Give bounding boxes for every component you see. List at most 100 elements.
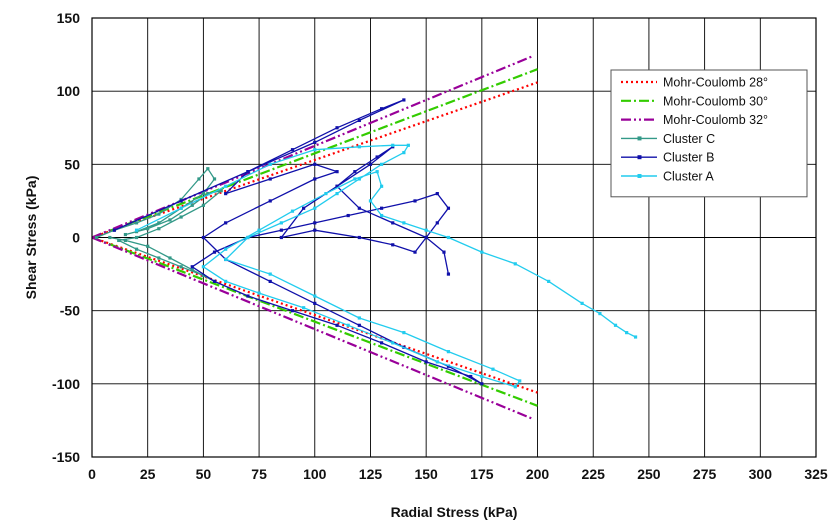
- data-point-cluster-a: [380, 162, 384, 166]
- legend-item: Mohr-Coulomb 32°: [621, 113, 768, 127]
- cluster-paths: [94, 98, 638, 389]
- data-point-cluster-b: [313, 228, 317, 232]
- data-point-cluster-c: [157, 221, 161, 225]
- data-point-cluster-a: [435, 360, 439, 364]
- legend-label: Cluster B: [663, 151, 714, 165]
- data-point-cluster-b: [424, 235, 428, 240]
- data-point-cluster-b: [375, 155, 379, 159]
- data-point-cluster-c: [201, 203, 205, 207]
- data-point-cluster-b: [391, 243, 395, 247]
- data-point-cluster-b: [335, 184, 339, 188]
- data-point-cluster-a: [480, 374, 484, 379]
- x-tick-label: 300: [749, 466, 773, 482]
- data-point-cluster-b: [413, 250, 417, 254]
- data-point-cluster-b: [279, 228, 283, 232]
- series-line-cluster-a: [136, 144, 636, 388]
- data-point-cluster-c: [157, 227, 161, 231]
- data-point-cluster-a: [391, 143, 395, 147]
- legend-item: Cluster C: [621, 132, 715, 146]
- data-point-cluster-c: [108, 235, 112, 240]
- data-point-cluster-a: [224, 247, 228, 251]
- data-point-cluster-a: [134, 228, 139, 232]
- data-point-cluster-a: [179, 206, 183, 210]
- tick-labels: 0 25 50 75 100 125 150 175 200 225 250 275 300 325 150…: [52, 10, 828, 482]
- data-point-cluster-b: [446, 272, 451, 276]
- data-point-cluster-a: [518, 379, 522, 383]
- legend-marker: [637, 155, 642, 160]
- legend-label: Cluster A: [663, 170, 714, 184]
- data-point-cluster-a: [246, 235, 250, 240]
- legend-marker: [637, 136, 642, 141]
- data-point-cluster-a: [357, 316, 361, 320]
- legend-item: Cluster B: [621, 151, 714, 165]
- plot-frame: [91, 17, 817, 458]
- data-point-cluster-c: [123, 232, 128, 237]
- data-point-cluster-c: [134, 247, 139, 251]
- data-point-cluster-a: [335, 192, 339, 196]
- data-point-cluster-b: [224, 192, 228, 196]
- data-point-cluster-a: [598, 311, 602, 316]
- data-point-cluster-c: [123, 238, 128, 243]
- data-point-cluster-a: [313, 148, 317, 152]
- data-point-cluster-c: [190, 268, 194, 272]
- data-point-cluster-b: [313, 162, 317, 166]
- data-point-cluster-c: [201, 192, 205, 196]
- data-point-cluster-a: [279, 221, 283, 225]
- data-point-cluster-b: [442, 250, 446, 254]
- data-point-cluster-b: [368, 162, 373, 166]
- envelope-lower-mohr-coulomb-32: [91, 236, 534, 421]
- legend-item: Mohr-Coulomb 30°: [621, 94, 768, 108]
- data-point-cluster-b: [201, 235, 205, 240]
- data-point-cluster-b: [380, 341, 384, 345]
- x-tick-label: 225: [582, 466, 606, 482]
- data-point-cluster-a: [224, 257, 228, 262]
- data-point-cluster-b: [313, 221, 317, 225]
- x-axis-title: Radial Stress (kPa): [391, 504, 518, 520]
- data-point-cluster-b: [435, 221, 439, 225]
- y-tick-label: -50: [60, 303, 80, 319]
- y-tick-label: 50: [64, 156, 80, 172]
- data-point-cluster-a: [353, 177, 357, 181]
- legend: Mohr-Coulomb 28° Mohr-Coulomb 30° Mohr-Cou…: [610, 69, 808, 198]
- x-tick-label: 275: [693, 466, 717, 482]
- data-point-cluster-b: [402, 98, 406, 102]
- data-point-cluster-a: [224, 279, 228, 283]
- data-point-cluster-b: [279, 235, 283, 240]
- data-point-cluster-b: [224, 221, 228, 225]
- data-point-cluster-c: [94, 235, 99, 240]
- data-point-cluster-c: [197, 177, 201, 181]
- data-point-cluster-c: [146, 244, 150, 248]
- data-point-cluster-b: [268, 279, 272, 283]
- data-point-cluster-a: [391, 341, 395, 345]
- data-point-cluster-c: [219, 189, 223, 193]
- data-point-cluster-b: [446, 206, 451, 210]
- data-point-cluster-a: [446, 350, 451, 354]
- data-point-cluster-b: [290, 148, 295, 152]
- envelope-lower-mohr-coulomb-30: [91, 236, 538, 407]
- data-point-cluster-a: [346, 323, 350, 327]
- data-point-cluster-a: [633, 335, 638, 339]
- data-point-cluster-b: [357, 323, 361, 327]
- data-point-cluster-a: [257, 291, 261, 295]
- legend-item: Mohr-Coulomb 28°: [621, 76, 768, 90]
- data-point-cluster-c: [179, 215, 183, 219]
- data-point-cluster-b: [380, 107, 384, 111]
- data-point-cluster-c: [157, 212, 161, 216]
- envelope-upper-mohr-coulomb-32: [91, 54, 534, 239]
- legend-label: Mohr-Coulomb 32°: [663, 113, 768, 127]
- y-tick-label: 100: [57, 83, 81, 99]
- legend-marker: [637, 174, 642, 178]
- legend-label: Mohr-Coulomb 28°: [663, 76, 768, 90]
- x-tick-label: 150: [414, 466, 438, 482]
- data-point-cluster-a: [402, 221, 406, 225]
- data-point-cluster-a: [513, 385, 517, 389]
- data-point-cluster-c: [146, 227, 150, 231]
- data-point-cluster-a: [201, 265, 205, 269]
- data-point-cluster-c: [117, 238, 121, 243]
- data-point-cluster-b: [446, 364, 451, 368]
- data-point-cluster-a: [406, 143, 410, 147]
- data-point-cluster-b: [212, 250, 217, 254]
- x-tick-label: 325: [804, 466, 828, 482]
- data-point-cluster-b: [268, 199, 272, 203]
- y-tick-label: -150: [52, 449, 80, 465]
